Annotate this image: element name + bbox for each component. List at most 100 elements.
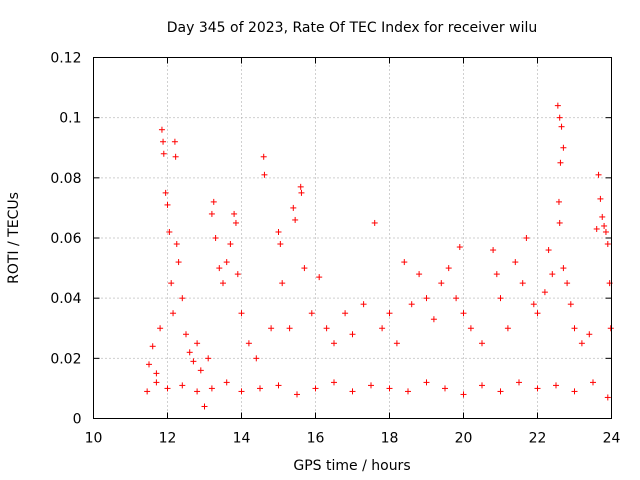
data-point (545, 247, 552, 254)
data-point (275, 228, 282, 235)
data-point (197, 367, 204, 374)
data-point (194, 388, 201, 395)
data-point (602, 228, 609, 235)
data-point (564, 280, 571, 287)
data-point (593, 225, 600, 232)
data-point (504, 325, 511, 332)
data-point (183, 331, 189, 338)
data-point (205, 355, 212, 362)
data-point (386, 385, 393, 392)
data-point (442, 385, 448, 392)
x-tick-label: 18 (381, 431, 399, 447)
data-point (430, 316, 437, 323)
chart-title: Day 345 of 2023, Rate Of TEC Index for r… (167, 20, 537, 36)
data-point (601, 222, 608, 229)
data-point (153, 379, 160, 386)
data-point (493, 271, 500, 278)
data-point (560, 144, 567, 151)
data-point (578, 340, 585, 347)
data-point (323, 325, 330, 332)
data-point (179, 382, 186, 389)
data-point (168, 280, 175, 287)
data-point (162, 189, 169, 196)
data-point (164, 385, 171, 392)
data-point (497, 295, 504, 302)
data-point (379, 325, 386, 332)
data-point (212, 235, 219, 241)
data-point (190, 358, 197, 365)
x-tick-label: 16 (307, 431, 325, 447)
data-point (567, 301, 574, 308)
data-point (555, 198, 562, 205)
data-point (231, 210, 238, 217)
data-point (308, 310, 315, 317)
tick-labels: 10 12 14 16 18 20 22 24 0 0.02 0.04 0.06 0.08 0.1 0.12 (50, 51, 620, 447)
data-point (349, 388, 356, 395)
data-point (157, 325, 164, 332)
data-point (253, 355, 260, 362)
data-point (557, 159, 564, 166)
data-point (220, 280, 226, 287)
data-point (286, 325, 293, 332)
data-point (160, 138, 167, 145)
axis-ticks (93, 57, 612, 419)
data-point (261, 171, 268, 178)
data-point (590, 379, 596, 386)
x-tick-label: 20 (455, 431, 473, 447)
data-point (393, 340, 400, 347)
data-point (275, 382, 282, 389)
y-tick-label: 0 (73, 412, 82, 428)
data-point (595, 171, 602, 178)
data-point (530, 301, 537, 308)
data-point (342, 310, 349, 317)
data-point (453, 295, 460, 302)
data-point (516, 379, 522, 386)
data-point (586, 331, 593, 338)
data-point (208, 385, 215, 392)
data-point (268, 325, 275, 332)
data-point (227, 241, 234, 248)
data-point (146, 361, 152, 368)
data-point (245, 340, 252, 347)
data-point (201, 403, 208, 410)
y-tick-label: 0.1 (59, 111, 81, 127)
data-point (234, 271, 241, 278)
data-point (316, 274, 323, 281)
data-point (556, 114, 563, 121)
data-point (519, 280, 526, 287)
data-point (571, 325, 578, 332)
data-point (158, 126, 165, 133)
data-point (173, 241, 180, 248)
data-point (556, 219, 563, 226)
data-point (604, 394, 611, 401)
data-point (279, 280, 286, 287)
data-point (153, 370, 160, 377)
x-axis-label: GPS time / hours (293, 458, 410, 474)
data-point (597, 195, 604, 202)
data-point (416, 271, 423, 278)
data-point (497, 388, 504, 395)
data-point (349, 331, 356, 338)
data-point (166, 228, 173, 235)
data-points (144, 102, 614, 410)
x-tick-label: 24 (603, 431, 621, 447)
data-point (186, 349, 193, 356)
data-point (368, 382, 374, 389)
data-point (277, 241, 284, 248)
data-point (534, 310, 541, 317)
data-point (294, 391, 300, 398)
data-point (257, 385, 263, 392)
grid-lines (93, 57, 612, 419)
data-point (571, 388, 578, 395)
data-point (405, 388, 411, 395)
data-point (386, 310, 393, 317)
y-tick-label: 0.08 (50, 171, 81, 187)
data-point (599, 213, 606, 220)
data-point (553, 382, 559, 389)
data-point (160, 150, 167, 157)
x-tick-label: 14 (233, 431, 251, 447)
data-point (534, 385, 541, 392)
data-point (423, 379, 430, 386)
data-point (541, 289, 548, 296)
